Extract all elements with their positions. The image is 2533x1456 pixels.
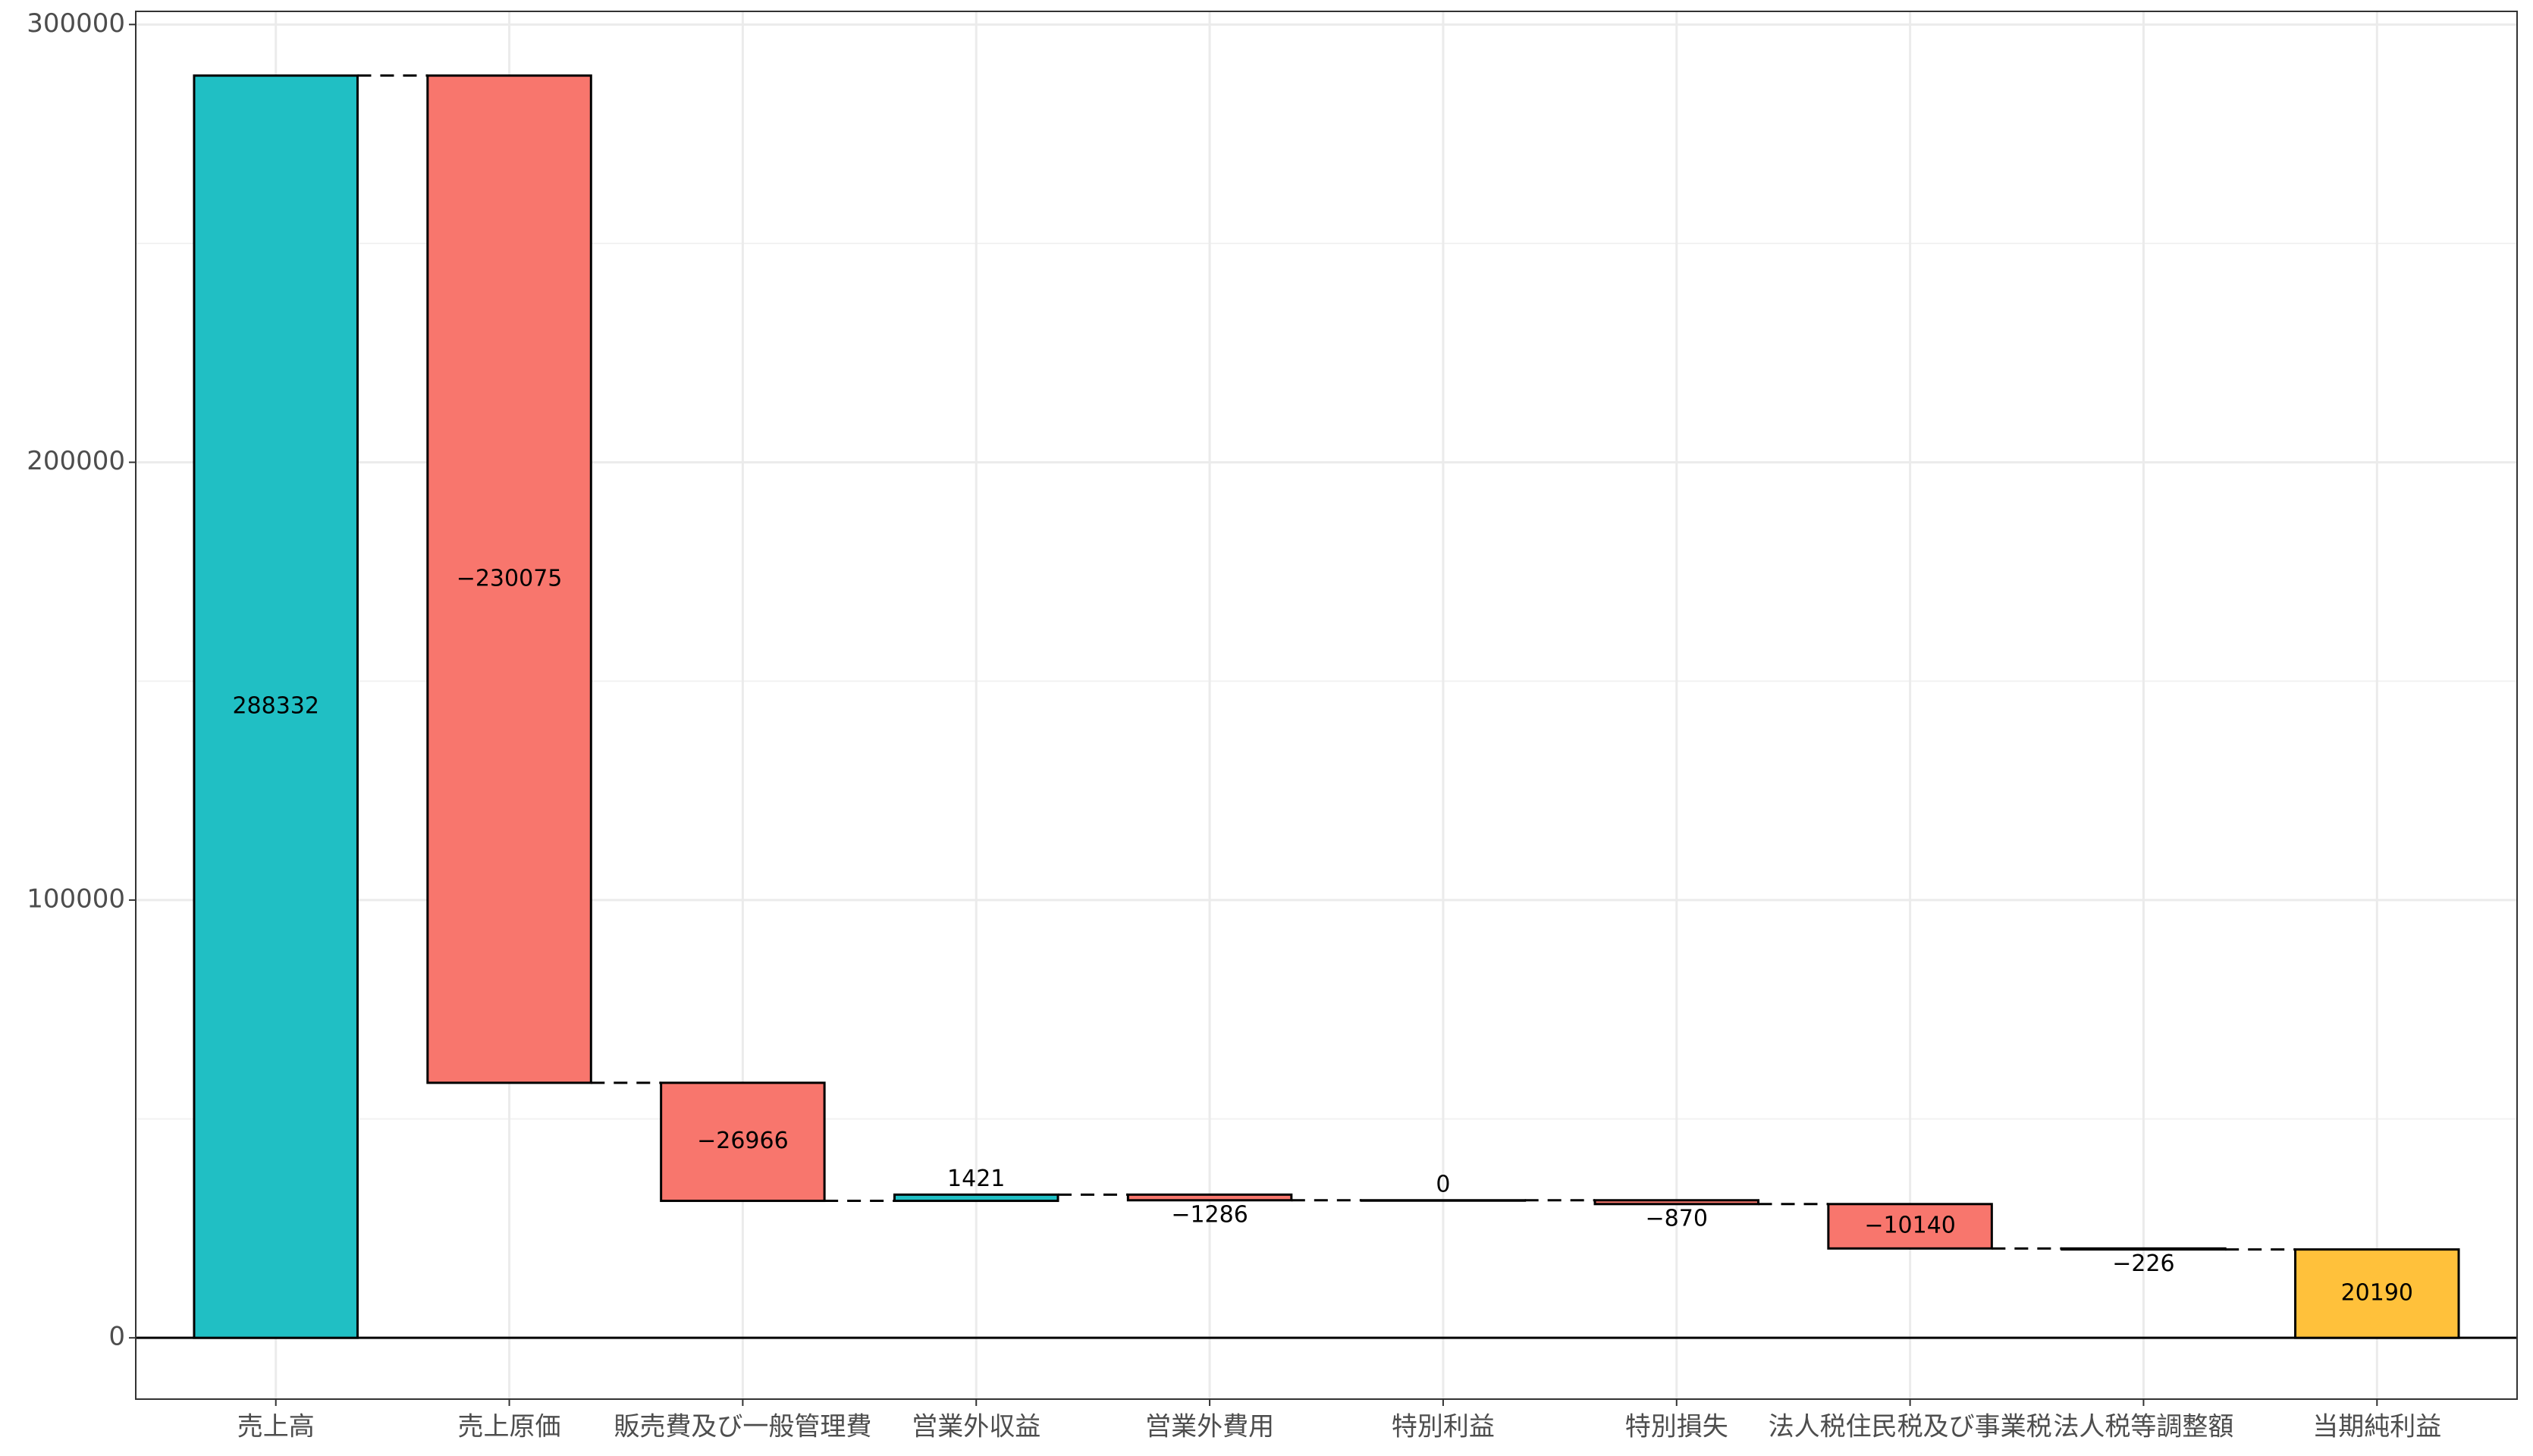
bar bbox=[660, 1081, 826, 1203]
value-label: 0 bbox=[1436, 1171, 1450, 1197]
y-tick-label: 300000 bbox=[27, 8, 125, 39]
x-tick-label: 特別利益 bbox=[1392, 1412, 1495, 1442]
value-label: −26966 bbox=[697, 1128, 789, 1154]
x-tick-label: 営業外費用 bbox=[1145, 1412, 1274, 1442]
y-tick-label: 100000 bbox=[27, 883, 125, 914]
y-tick-label: 200000 bbox=[27, 446, 125, 476]
value-label: −226 bbox=[2112, 1250, 2174, 1277]
x-tick-label: 当期純利益 bbox=[2312, 1412, 2441, 1442]
x-tick-label: 法人税等調整額 bbox=[2053, 1412, 2233, 1442]
bar bbox=[2294, 1248, 2460, 1339]
bar bbox=[1593, 1199, 1760, 1206]
x-tick-label: 営業外収益 bbox=[912, 1412, 1041, 1442]
x-tick-label: 売上原価 bbox=[458, 1412, 561, 1442]
x-tick-label: 法人税住民税及び事業税 bbox=[1769, 1412, 2052, 1442]
bar bbox=[193, 74, 359, 1339]
x-tick-label: 特別損失 bbox=[1625, 1412, 1728, 1442]
value-label: 20190 bbox=[2341, 1279, 2413, 1306]
panel-border bbox=[135, 11, 2518, 1400]
x-tick-label: 販売費及び一般管理費 bbox=[614, 1412, 871, 1442]
value-label: −1286 bbox=[1171, 1201, 1248, 1228]
bar bbox=[2061, 1247, 2227, 1251]
value-label: −870 bbox=[1646, 1205, 1708, 1232]
bar bbox=[1360, 1199, 1527, 1202]
value-label: 288332 bbox=[232, 692, 319, 719]
value-label: 1421 bbox=[947, 1166, 1005, 1192]
bar bbox=[1126, 1193, 1293, 1202]
x-tick-label: 売上高 bbox=[237, 1412, 315, 1442]
bar bbox=[1827, 1203, 1993, 1250]
value-label: −230075 bbox=[457, 565, 563, 592]
bar bbox=[893, 1193, 1059, 1203]
value-label: −10140 bbox=[1864, 1213, 1956, 1239]
y-tick-label: 0 bbox=[108, 1322, 125, 1352]
bar bbox=[426, 74, 592, 1084]
